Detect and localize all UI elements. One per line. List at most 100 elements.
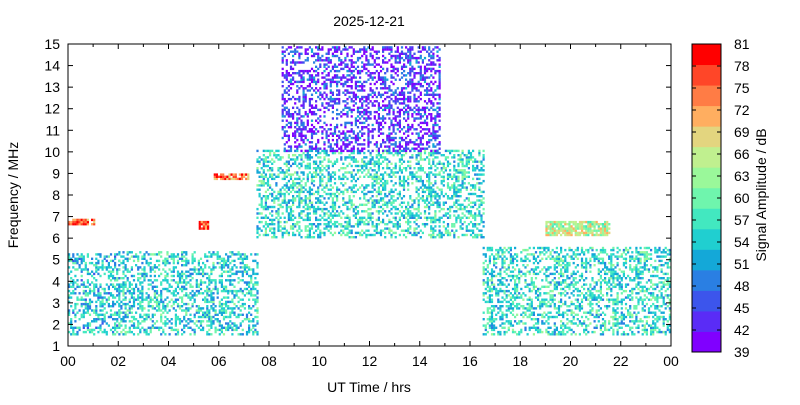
data-cell (189, 320, 192, 323)
data-cell (78, 298, 81, 301)
data-cell (153, 270, 156, 273)
data-cell (151, 298, 154, 301)
data-cell (218, 322, 221, 325)
data-cell (457, 188, 460, 191)
data-cell (336, 126, 339, 129)
data-cell (227, 324, 230, 327)
data-cell (377, 76, 380, 79)
data-cell (80, 270, 83, 273)
data-cell (419, 177, 422, 181)
data-cell (369, 110, 372, 114)
data-cell (212, 298, 215, 301)
data-cell (367, 149, 370, 153)
data-cell (327, 56, 330, 60)
data-cell (155, 289, 159, 293)
data-cell (409, 63, 412, 66)
data-cell (428, 158, 431, 161)
data-cell (478, 169, 481, 172)
data-cell (327, 72, 330, 75)
data-cell (382, 167, 385, 170)
data-cell (323, 186, 326, 189)
data-cell (287, 212, 290, 215)
data-cell (344, 227, 347, 230)
data-cell (348, 121, 351, 125)
data-cell (109, 253, 113, 256)
data-cell (256, 158, 259, 161)
data-cell (149, 268, 152, 271)
data-cell (277, 227, 280, 230)
data-cell (254, 253, 257, 256)
data-cell (222, 285, 226, 288)
data-cell (327, 214, 330, 217)
data-cell (116, 311, 119, 314)
data-cell (103, 320, 106, 323)
data-cell (417, 113, 420, 116)
data-cell (227, 257, 230, 260)
data-cell (455, 220, 458, 224)
data-cell (350, 147, 353, 150)
data-cell (118, 309, 121, 312)
data-cell (421, 61, 424, 64)
data-cell (306, 214, 309, 217)
data-cell (308, 46, 311, 49)
data-cell (298, 225, 301, 228)
data-cell (206, 324, 209, 327)
data-cell (423, 121, 427, 125)
data-cell (350, 151, 353, 155)
data-cell (214, 279, 217, 282)
data-cell (302, 160, 305, 163)
data-cell (248, 328, 251, 332)
data-cell (356, 119, 360, 122)
data-cell (423, 46, 427, 49)
data-cell (302, 171, 305, 174)
data-cell (76, 279, 79, 282)
data-cell (409, 227, 412, 230)
data-cell (350, 91, 353, 94)
data-cell (143, 257, 146, 260)
data-cell (248, 324, 251, 327)
data-cell (356, 65, 360, 68)
data-cell (285, 201, 288, 204)
data-cell (122, 320, 125, 323)
data-cell (463, 154, 466, 157)
data-cell (432, 104, 435, 107)
data-cell (195, 268, 198, 271)
data-cell (442, 167, 445, 170)
data-cell (281, 80, 284, 84)
data-cell (68, 322, 71, 325)
data-cell (415, 233, 418, 237)
data-cell (306, 138, 309, 142)
data-cell (467, 160, 470, 163)
data-cell (390, 93, 393, 96)
data-cell (384, 78, 387, 81)
data-cell (269, 151, 272, 155)
data-cell (463, 199, 466, 202)
data-cell (359, 136, 362, 140)
data-cell (434, 117, 437, 120)
data-cell (333, 231, 337, 235)
data-cell (214, 326, 217, 329)
data-cell (153, 285, 156, 288)
data-cell (258, 162, 261, 165)
data-cell (239, 253, 242, 256)
data-cell (95, 320, 98, 323)
data-cell (76, 259, 79, 263)
data-cell (308, 199, 311, 202)
data-cell (241, 253, 244, 256)
data-cell (300, 61, 303, 64)
data-cell (86, 292, 89, 295)
data-cell (467, 156, 470, 159)
data-cell (281, 115, 284, 118)
data-cell (465, 158, 468, 161)
data-cell (237, 326, 240, 329)
data-cell (103, 272, 106, 276)
data-cell (367, 93, 370, 96)
data-cell (356, 169, 360, 172)
data-cell (296, 80, 299, 84)
data-cell (317, 218, 320, 222)
data-cell (419, 126, 422, 129)
data-cell (296, 173, 299, 176)
data-cell (409, 54, 412, 58)
data-cell (107, 274, 110, 278)
data-cell (101, 309, 104, 312)
